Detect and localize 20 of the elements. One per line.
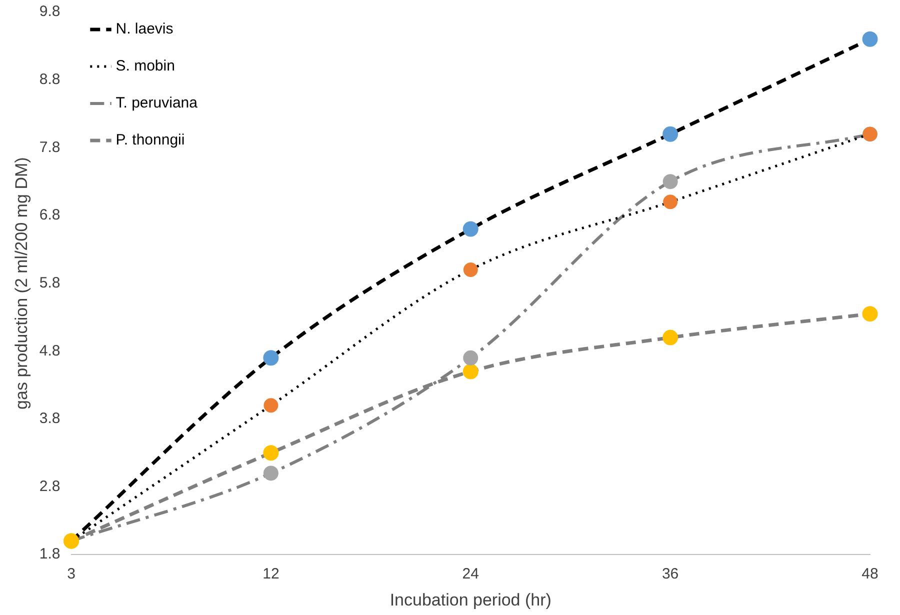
y-tick-label: 5.8 (39, 274, 60, 292)
y-axis-title: gas production (2 ml/200 mg DM) (12, 157, 31, 410)
legend-label: T. peruviana (116, 94, 198, 112)
y-tick-label: 1.8 (39, 546, 60, 563)
y-tick-label: 7.8 (39, 138, 60, 156)
x-tick-label: 48 (862, 566, 878, 583)
legend-label: P. thonngii (116, 132, 185, 149)
legend-label: S. mobin (116, 58, 175, 75)
y-tick-label: 8.8 (39, 70, 60, 88)
y-tick-label: 4.8 (39, 342, 60, 360)
x-tick-label: 24 (462, 566, 479, 583)
x-tick-label: 3 (67, 566, 76, 583)
y-tick-label: 3.8 (39, 410, 60, 428)
x-tick-label: 36 (662, 566, 679, 583)
x-tick-label: 12 (262, 566, 280, 583)
y-tick-label: 9.8 (39, 3, 60, 20)
y-tick-label: 2.8 (39, 478, 60, 495)
y-tick-label: 6.8 (39, 206, 60, 224)
legend-label: N. laevis (116, 20, 174, 38)
x-axis-title: Incubation period (hr) (390, 590, 552, 610)
